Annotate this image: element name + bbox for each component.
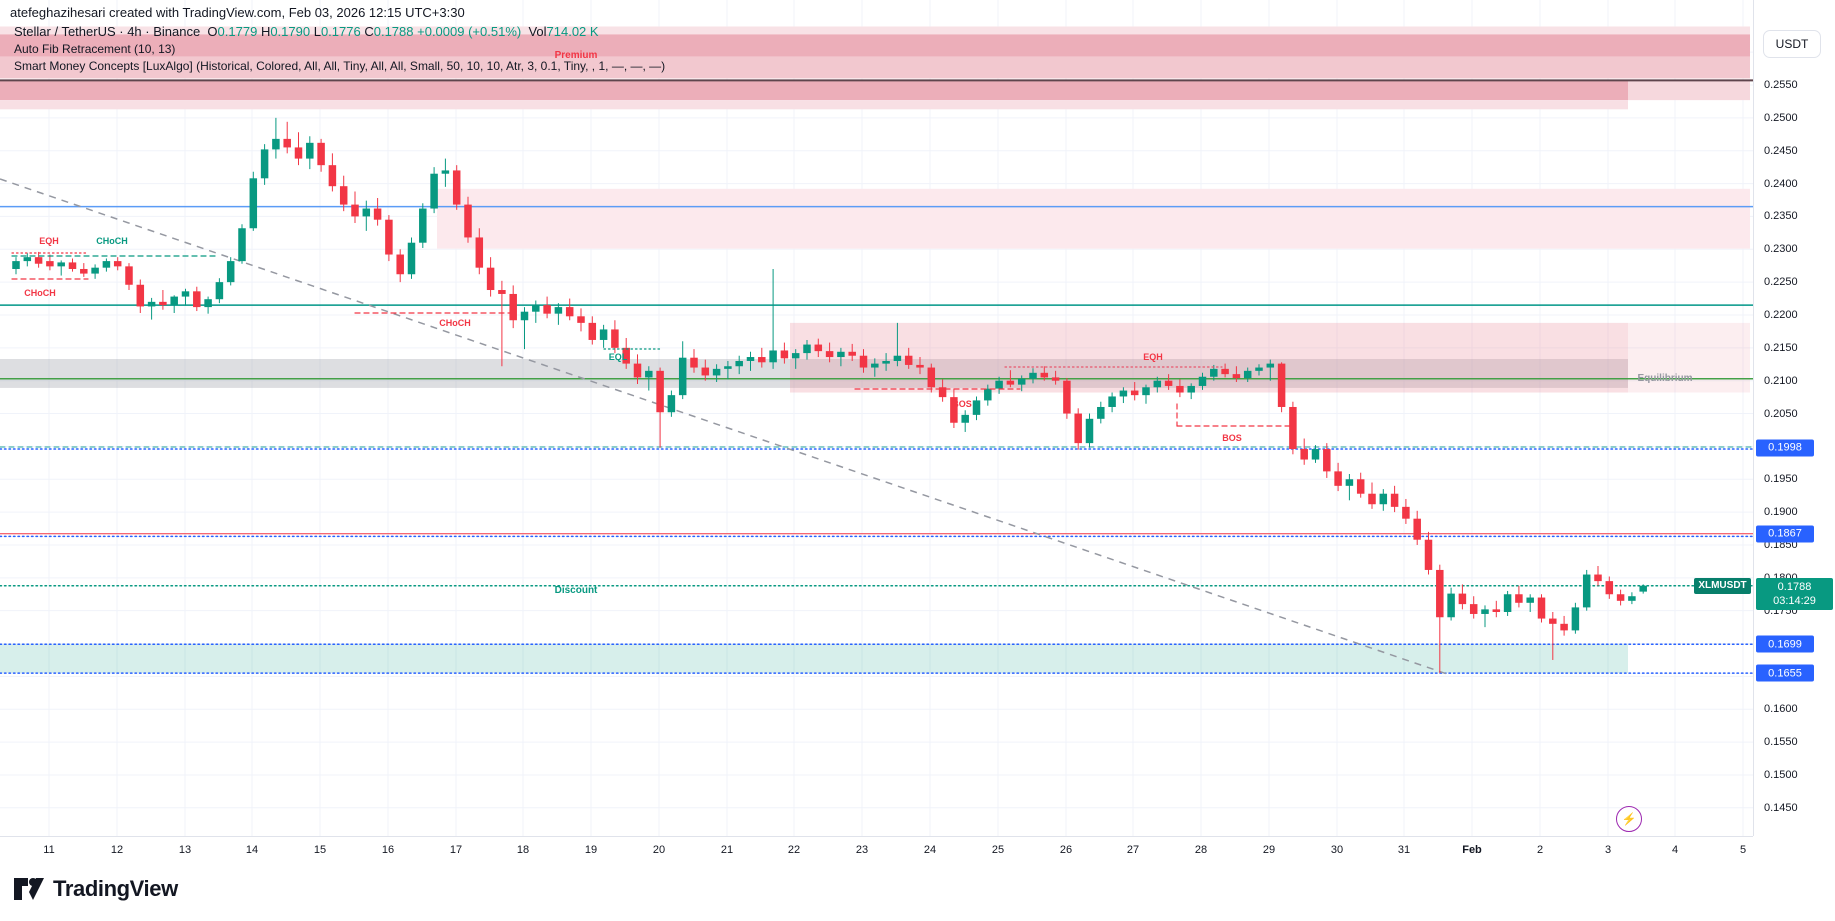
price-tick: 0.1900 — [1764, 506, 1798, 519]
svg-text:CHoCH: CHoCH — [96, 236, 128, 246]
time-scale[interactable]: 11 12 13 14 15 16 17 18 19 20 21 22 23 24 25 26 27 28 29 30… — [0, 836, 1753, 863]
time-tick: 5 — [1739, 844, 1747, 856]
price-level-badge: 0.1998 — [1756, 439, 1814, 457]
svg-text:BOS: BOS — [1222, 433, 1242, 443]
price-tick: 0.1500 — [1764, 768, 1798, 781]
time-tick: 18 — [516, 844, 530, 856]
price-level-badge: 0.1867 — [1756, 525, 1814, 543]
price-scale[interactable]: USDT 0.2550 0.2500 0.2450 0.2400 0.2350 0.230… — [1753, 0, 1835, 836]
high-value: 0.1790 — [270, 24, 311, 39]
open-value: 0.1779 — [217, 24, 258, 39]
current-price-badge: 0.1788 03:14:29 — [1756, 577, 1833, 610]
low-label: L — [313, 24, 321, 39]
tradingview-logo[interactable]: TradingView — [13, 876, 178, 902]
candlestick-chart[interactable]: EQH CHoCH CHoCH CHoCH EQL BOS EQH BOS Premium Dis… — [0, 0, 1753, 836]
svg-text:CHoCH: CHoCH — [24, 288, 56, 298]
time-tick: 16 — [381, 844, 395, 856]
price-tick: 0.2500 — [1764, 111, 1798, 124]
symbol-title: Stellar / TetherUS · 4h · Binance — [14, 24, 201, 39]
svg-text:Equilibrium: Equilibrium — [1638, 373, 1693, 384]
price-tick: 0.2350 — [1764, 210, 1798, 223]
footer-bar: TradingView — [0, 862, 1835, 921]
lightning-button[interactable]: ⚡ — [1616, 806, 1642, 832]
high-label: H — [260, 24, 271, 39]
svg-text:BOS: BOS — [952, 399, 972, 409]
price-tick: 0.2050 — [1764, 407, 1798, 420]
time-tick: 19 — [584, 844, 598, 856]
price-tick: 0.1550 — [1764, 736, 1798, 749]
price-level-badge: 0.1699 — [1756, 635, 1814, 653]
time-tick: 26 — [1059, 844, 1073, 856]
time-tick: 29 — [1262, 844, 1276, 856]
current-price-value: 0.1788 — [1777, 580, 1812, 593]
time-tick: 15 — [313, 844, 327, 856]
price-tick: 0.2150 — [1764, 341, 1798, 354]
time-tick: 21 — [720, 844, 734, 856]
price-tick: 0.1950 — [1764, 473, 1798, 486]
time-tick: 13 — [178, 844, 192, 856]
symbol-price-tag: XLMUSDT — [1694, 577, 1751, 594]
currency-toggle-button[interactable]: USDT — [1763, 30, 1821, 58]
price-tick: 0.2550 — [1764, 79, 1798, 91]
price-tick: 0.2200 — [1764, 308, 1798, 321]
bar-countdown: 03:14:29 — [1773, 594, 1816, 607]
price-tick: 0.1450 — [1764, 801, 1798, 814]
tradingview-logo-text: TradingView — [53, 876, 178, 901]
svg-text:Premium: Premium — [555, 50, 598, 61]
chart-legend: Stellar / TetherUS · 4h · Binance O0.177… — [14, 24, 665, 74]
volume-value: 714.02 K — [546, 24, 599, 39]
indicator-legend-fib[interactable]: Auto Fib Retracement (10, 13) — [14, 42, 176, 56]
attribution-text: atefeghazihesari created with TradingVie… — [10, 5, 465, 20]
time-tick: 11 — [43, 844, 55, 856]
svg-text:EQL: EQL — [609, 352, 628, 362]
time-tick: 25 — [991, 844, 1005, 856]
time-tick: 31 — [1397, 844, 1411, 856]
price-tick: 0.2100 — [1764, 374, 1798, 387]
volume-label: Vol — [528, 24, 547, 39]
close-label: C — [364, 24, 374, 39]
price-tick: 0.1600 — [1764, 703, 1798, 716]
price-tick: 0.2450 — [1764, 144, 1798, 157]
open-label: O — [207, 24, 218, 39]
tradingview-logo-icon — [14, 878, 44, 900]
low-value: 0.1776 — [320, 24, 361, 39]
change-value: +0.0009 (+0.51%) — [417, 24, 522, 39]
svg-text:EQH: EQH — [1143, 352, 1163, 362]
svg-text:CHoCH: CHoCH — [439, 318, 471, 328]
time-tick: 28 — [1194, 844, 1208, 856]
indicator-legend-smc[interactable]: Smart Money Concepts [LuxAlgo] (Historic… — [14, 59, 666, 73]
time-tick: 4 — [1671, 844, 1679, 856]
price-tick: 0.2300 — [1764, 243, 1798, 256]
time-tick: 17 — [449, 844, 463, 856]
time-tick: 20 — [652, 844, 666, 856]
svg-text:EQH: EQH — [39, 236, 59, 246]
time-tick: 12 — [110, 844, 124, 856]
time-tick: 3 — [1604, 844, 1612, 856]
close-value: 0.1788 — [373, 24, 414, 39]
price-level-badge: 0.1655 — [1756, 664, 1814, 682]
time-tick: 2 — [1536, 844, 1544, 856]
time-tick: 14 — [245, 844, 259, 856]
time-tick: 24 — [923, 844, 937, 856]
time-tick: 30 — [1330, 844, 1344, 856]
time-tick: Feb — [1462, 844, 1482, 856]
price-tick: 0.2400 — [1764, 177, 1798, 190]
symbol-legend-row[interactable]: Stellar / TetherUS · 4h · Binance O0.177… — [14, 24, 665, 40]
time-tick: 27 — [1126, 844, 1140, 856]
svg-text:Discount: Discount — [555, 585, 598, 596]
time-tick: 22 — [787, 844, 801, 856]
price-tick: 0.2250 — [1764, 276, 1798, 289]
time-tick: 23 — [855, 844, 869, 856]
